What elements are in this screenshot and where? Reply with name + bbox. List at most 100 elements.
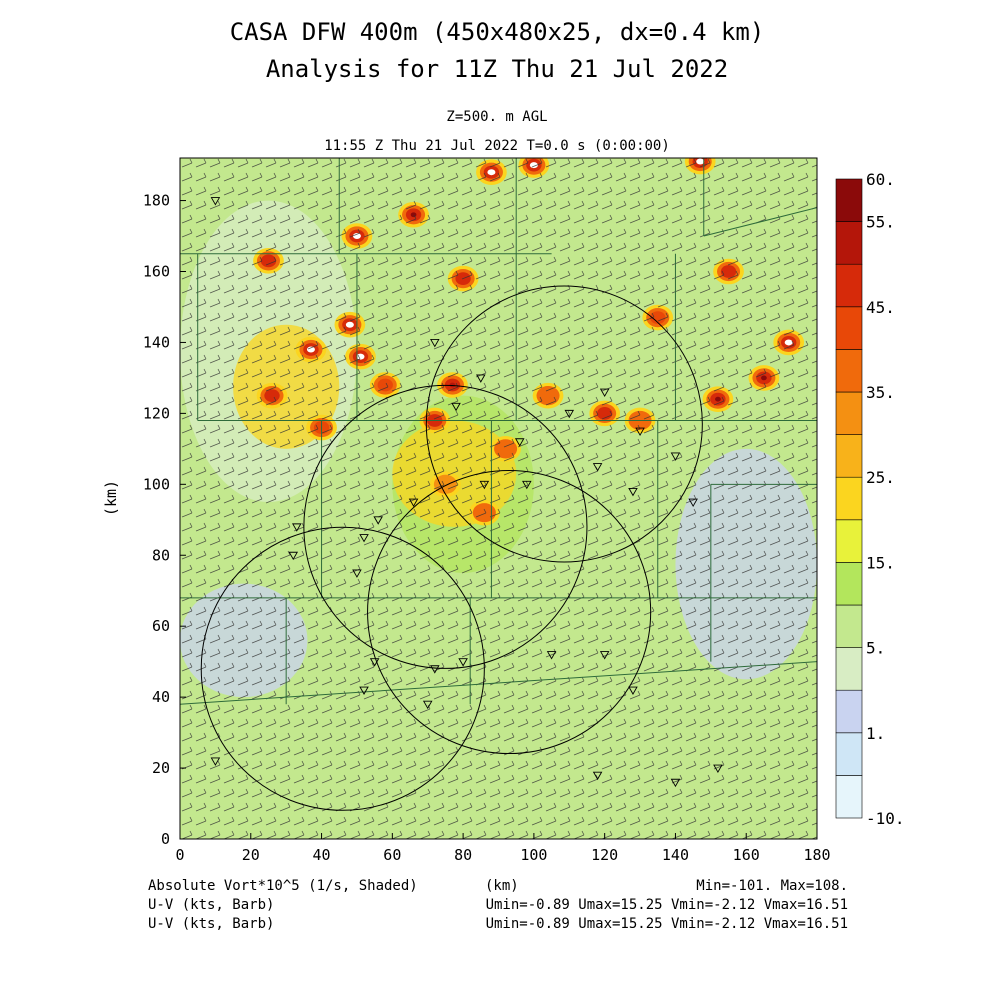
station-marker-22 bbox=[422, 700, 433, 710]
radar-ring-1 bbox=[303, 384, 588, 669]
station-marker-29 bbox=[546, 651, 557, 660]
colorbar-swatch-11 bbox=[835, 306, 863, 350]
colorbar-label-4: 25. bbox=[866, 468, 895, 487]
station-marker-18 bbox=[369, 658, 380, 667]
vector-stats-1: Umin=-0.89 Umax=15.25 Vmin=-2.12 Vmax=16… bbox=[486, 897, 848, 913]
colorbar-swatch-5 bbox=[835, 562, 863, 606]
y-axis-label: (km) bbox=[102, 480, 120, 516]
colorbar-swatch-6 bbox=[835, 519, 863, 563]
x-axis: 0 20 40 60 80 100 120 140 160 180 bbox=[175, 833, 831, 864]
x-tick-label-0: 0 bbox=[175, 846, 184, 864]
x-tick-label-1: 20 bbox=[242, 846, 260, 864]
station-marker-8 bbox=[592, 463, 603, 472]
y-tick-label-4: 80 bbox=[152, 546, 170, 564]
boundary-line-18 bbox=[703, 207, 817, 237]
colorbar-swatch-10 bbox=[835, 349, 863, 393]
station-marker-13 bbox=[373, 516, 383, 525]
station-marker-9 bbox=[628, 487, 638, 497]
colorbar-swatch-13 bbox=[835, 221, 863, 265]
field-label: Absolute Vort*10^5 (1/s, Shaded) bbox=[148, 878, 418, 894]
station-marker-6 bbox=[599, 388, 610, 398]
plot-title-line1: CASA DFW 400m (450x480x25, dx=0.4 km) bbox=[230, 18, 765, 46]
colorbar-swatch-14 bbox=[835, 178, 863, 222]
colorbar-swatch-9 bbox=[835, 391, 863, 435]
colorbar-label-5: 15. bbox=[866, 553, 895, 572]
x-tick-label-6: 120 bbox=[591, 846, 618, 864]
x-tick-label-2: 40 bbox=[313, 846, 331, 864]
station-marker-19 bbox=[359, 686, 369, 695]
colorbar-swatch-3 bbox=[835, 647, 863, 691]
colorbar-swatch-2 bbox=[835, 689, 863, 734]
colorbar-label-7: 1. bbox=[866, 724, 885, 743]
x-tick-label-7: 140 bbox=[662, 846, 689, 864]
station-marker-15 bbox=[352, 569, 362, 578]
colorbar-swatch-4 bbox=[835, 604, 863, 648]
min-max-label: Min=-101. Max=108. bbox=[696, 878, 848, 894]
vector-label-1: U-V (kts, Barb) bbox=[148, 897, 274, 913]
colorbar-swatch-0 bbox=[835, 775, 863, 819]
station-marker-24 bbox=[592, 771, 603, 781]
plot-title-line2: Analysis for 11Z Thu 21 Jul 2022 bbox=[266, 55, 728, 83]
colorbar-label-2: 45. bbox=[866, 298, 895, 317]
boundary-line-12 bbox=[180, 661, 817, 705]
colorbar: 60. 55. 45. 35. 25. 15. 5. 1. -10. bbox=[835, 170, 905, 828]
station-marker-26 bbox=[713, 764, 723, 773]
radar-ring-2 bbox=[367, 469, 652, 755]
colorbar-swatch-1 bbox=[835, 732, 863, 776]
y-tick-label-1: 20 bbox=[152, 759, 170, 777]
colorbar-label-3: 35. bbox=[866, 383, 895, 402]
station-marker-7 bbox=[635, 427, 645, 437]
colorbar-swatch-12 bbox=[835, 263, 863, 308]
x-tick-label-4: 80 bbox=[454, 846, 472, 864]
station-marker-1 bbox=[430, 338, 440, 348]
colorbar-label-6: 5. bbox=[866, 639, 885, 658]
station-marker-14 bbox=[359, 534, 369, 543]
colorbar-swatch-7 bbox=[835, 476, 863, 521]
x-tick-label-5: 100 bbox=[520, 846, 547, 864]
station-marker-4 bbox=[514, 438, 525, 447]
station-marker-20 bbox=[430, 665, 440, 674]
y-tick-label-0: 0 bbox=[161, 830, 170, 848]
station-marker-28 bbox=[599, 651, 610, 660]
vector-stats-2: Umin=-0.89 Umax=15.25 Vmin=-2.12 Vmax=16… bbox=[486, 916, 848, 932]
x-tick-label-3: 60 bbox=[383, 846, 401, 864]
y-tick-label-7: 140 bbox=[143, 333, 170, 351]
station-marker-11 bbox=[688, 498, 698, 507]
x-tick-label-9: 180 bbox=[803, 846, 830, 864]
county-boundaries bbox=[180, 158, 817, 705]
y-tick-label-3: 60 bbox=[152, 617, 170, 635]
station-marker-30 bbox=[522, 480, 532, 490]
station-marker-25 bbox=[670, 778, 681, 788]
station-marker-17 bbox=[288, 551, 299, 561]
y-tick-label-8: 160 bbox=[143, 263, 170, 281]
y-tick-label-6: 120 bbox=[143, 404, 170, 422]
station-marker-12 bbox=[408, 498, 419, 507]
valid-time-label: 11:55 Z Thu 21 Jul 2022 T=0.0 s (0:00:00… bbox=[324, 138, 670, 154]
radar-ring-0 bbox=[425, 285, 703, 563]
station-marker-5 bbox=[564, 409, 575, 419]
plot-frame bbox=[179, 157, 818, 840]
wind-barbs bbox=[180, 158, 817, 839]
y-axis: 0 20 40 60 80 100 120 140 160 180 bbox=[143, 192, 186, 848]
colorbar-swatch-8 bbox=[835, 434, 863, 478]
station-marker-3 bbox=[451, 402, 461, 412]
colorbar-label-1: 55. bbox=[866, 213, 895, 232]
station-marker-10 bbox=[670, 452, 681, 461]
station-marker-0 bbox=[210, 197, 221, 206]
colorbar-label-8: -10. bbox=[866, 809, 905, 828]
station-marker-23 bbox=[210, 757, 221, 766]
level-label: Z=500. m AGL bbox=[446, 109, 547, 125]
station-marker-2 bbox=[476, 374, 486, 383]
station-marker-31 bbox=[479, 480, 490, 490]
radar-coverage-rings bbox=[200, 285, 703, 811]
station-marker-27 bbox=[628, 686, 638, 695]
x-tick-label-8: 160 bbox=[733, 846, 760, 864]
y-tick-label-2: 40 bbox=[152, 688, 170, 706]
colorbar-label-0: 60. bbox=[866, 170, 895, 189]
radar-ring-3 bbox=[200, 526, 485, 811]
y-tick-label-5: 100 bbox=[143, 475, 170, 493]
vector-label-2: U-V (kts, Barb) bbox=[148, 916, 274, 932]
station-marker-16 bbox=[292, 523, 302, 532]
plot-area bbox=[179, 157, 818, 840]
